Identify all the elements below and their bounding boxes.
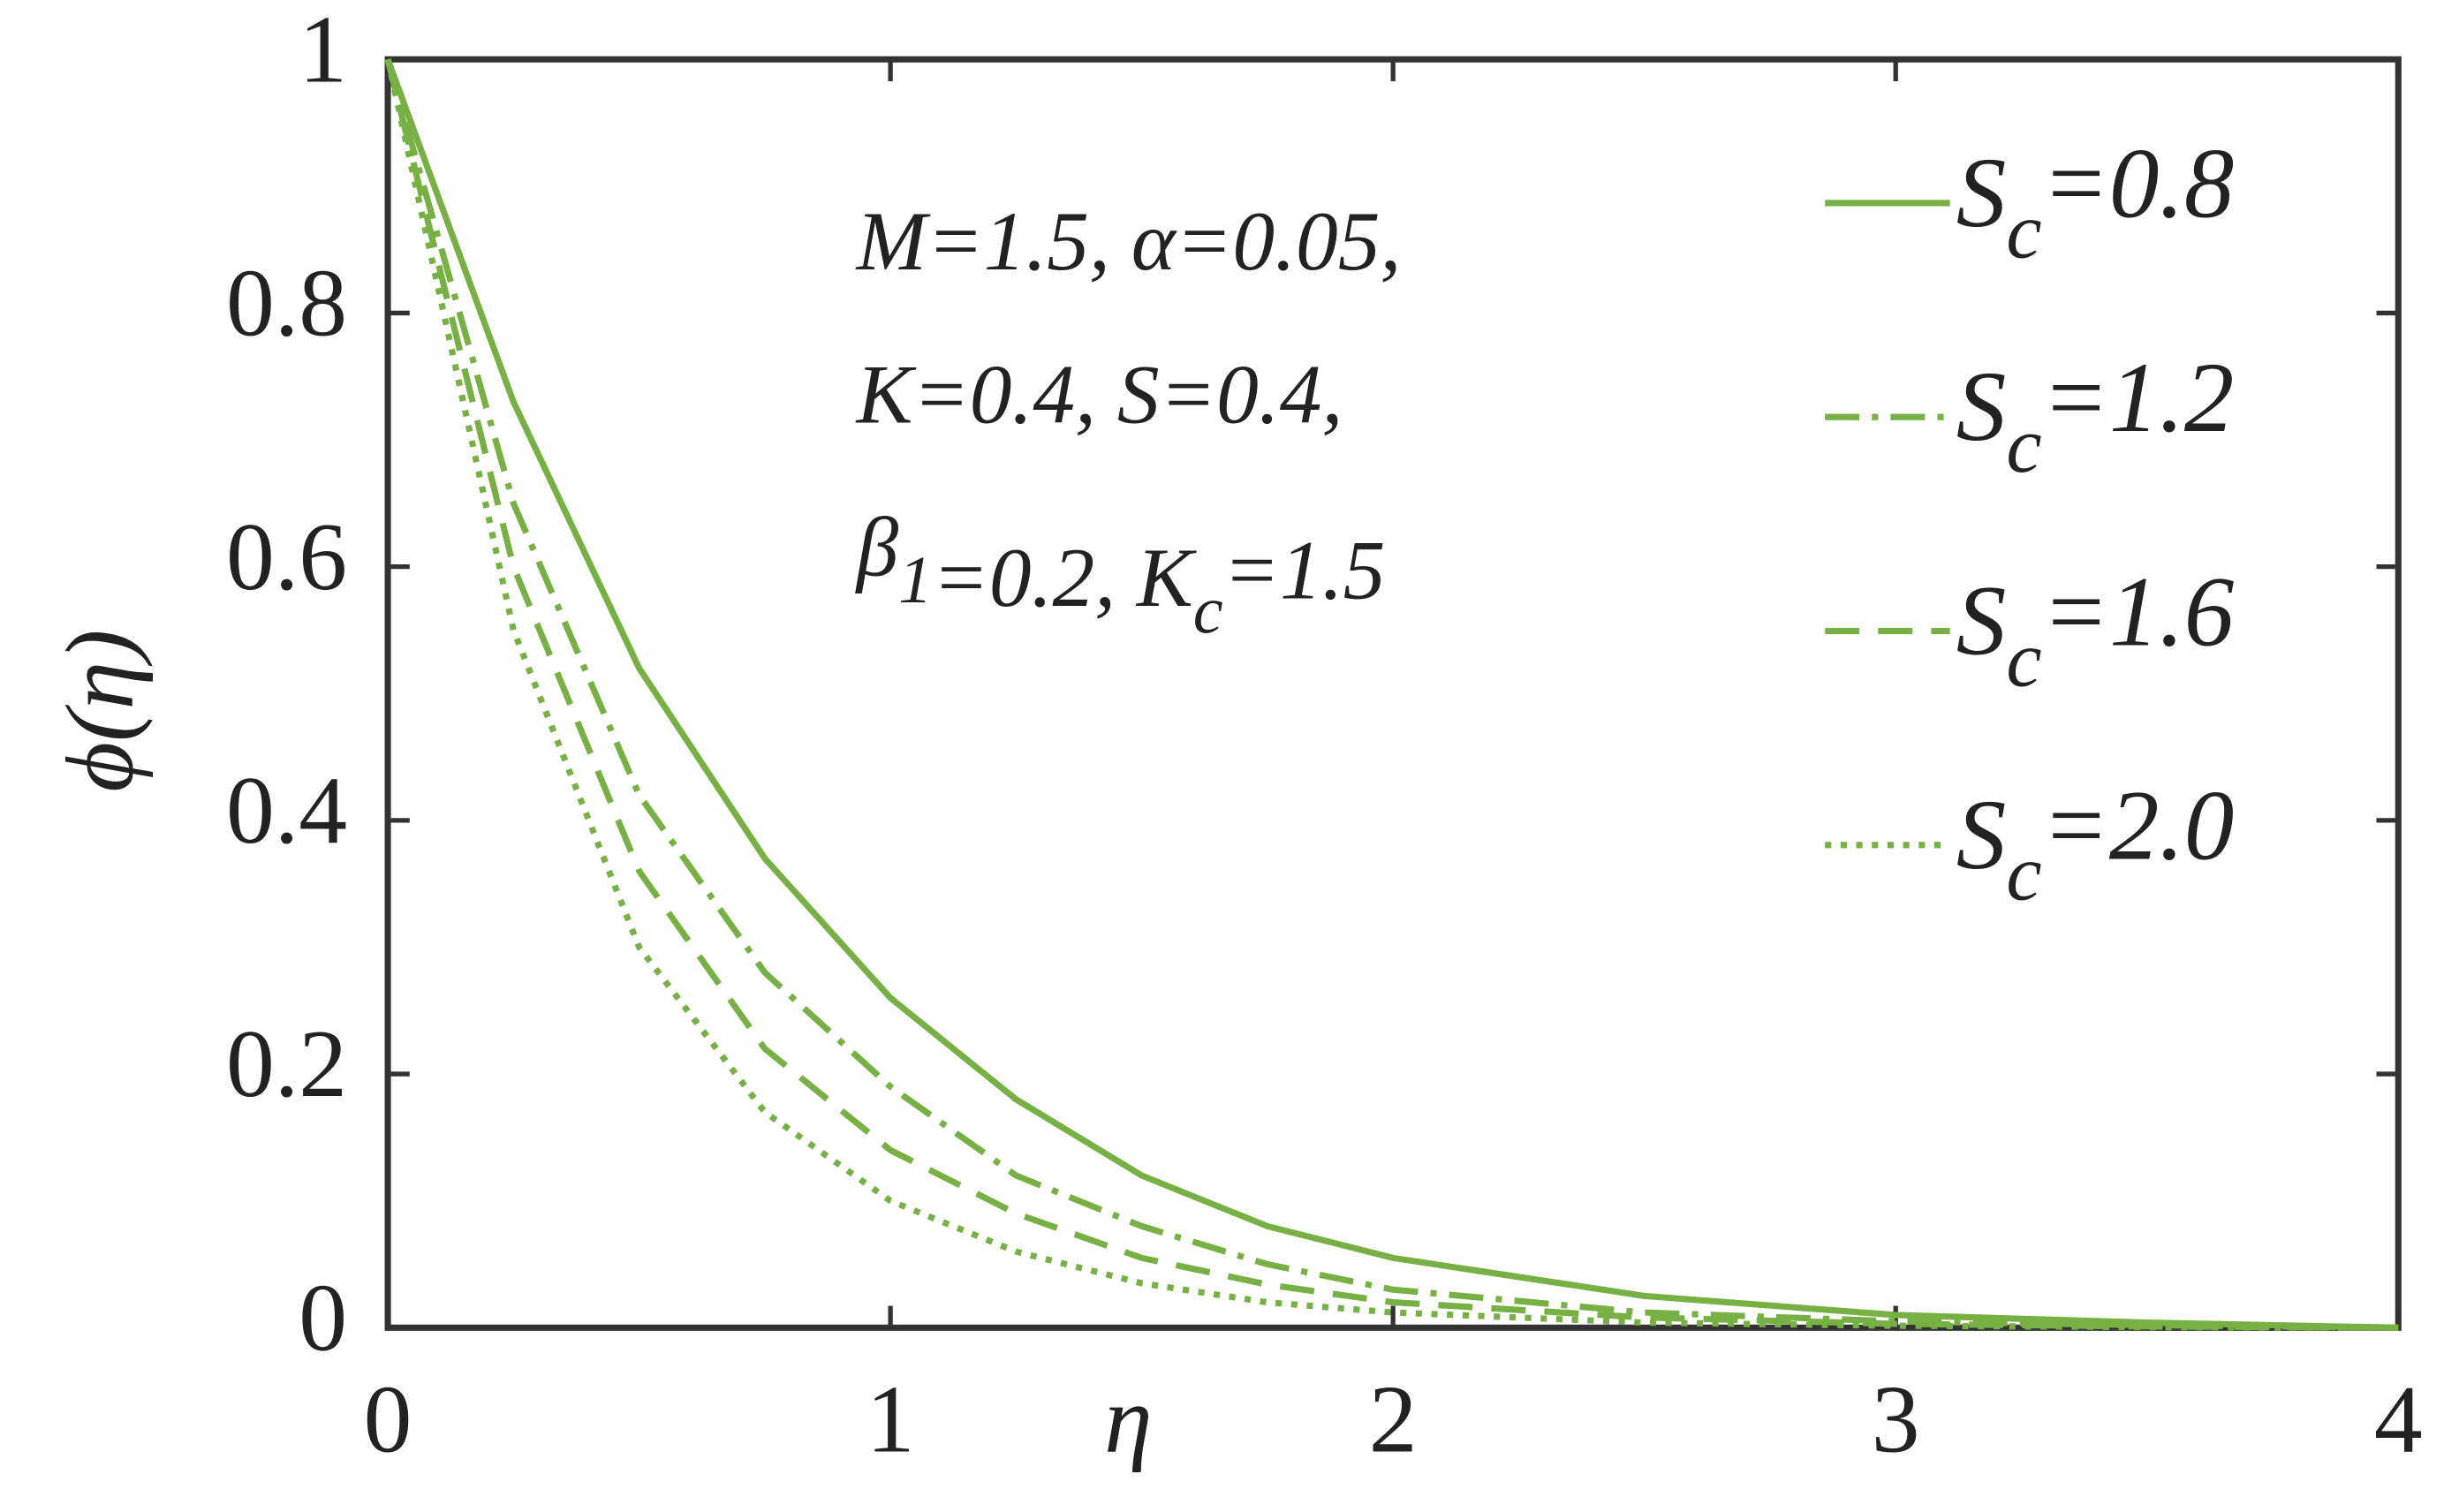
legend-label: Sc=1.2: [1956, 343, 2235, 489]
series-line: [384, 58, 2399, 1331]
y-tick-label: 1: [299, 0, 347, 102]
x-axis-label: η: [1104, 1365, 1152, 1472]
series-line: [384, 57, 2399, 1331]
annotation: K=0.4, S=0.4,: [855, 347, 1343, 441]
x-tick-label: 1: [866, 1365, 915, 1472]
legend-label: Sc=0.8: [1956, 129, 2235, 276]
y-tick-label: 0.8: [226, 249, 347, 357]
legend-label: Sc=2.0: [1956, 771, 2235, 918]
y-tick-label: 0.6: [226, 503, 347, 610]
x-tick-label: 3: [1872, 1365, 1920, 1472]
legend-label: Sc=1.6: [1956, 556, 2235, 703]
x-tick-label: 2: [1369, 1365, 1418, 1472]
annotation: M=1.5, α=0.05,: [855, 194, 1402, 288]
annotation: β1=0.2, Kc=1.5: [855, 501, 1386, 647]
y-tick-label: 0.4: [226, 756, 347, 864]
series-line: [384, 58, 2399, 1331]
y-axis-label: ϕ(η): [45, 630, 153, 792]
x-tick-label: 4: [2374, 1365, 2423, 1472]
x-tick-label: 0: [364, 1365, 412, 1472]
y-tick-label: 0.2: [226, 1009, 347, 1117]
y-tick-label: 0: [299, 1263, 347, 1371]
series-line: [384, 58, 2399, 1331]
